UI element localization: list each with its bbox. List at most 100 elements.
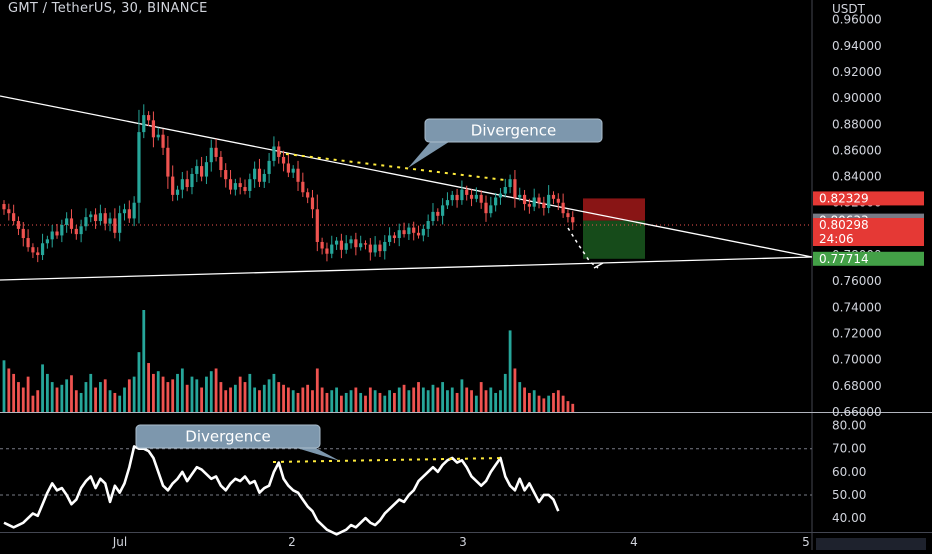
candle-body [378, 244, 382, 252]
volume-bar [152, 373, 155, 412]
candle-body [12, 213, 16, 222]
volume-bar [455, 392, 459, 412]
rsi-tick-label: 50.00 [832, 488, 866, 502]
volume-bar [60, 384, 64, 412]
candle-body [21, 228, 25, 239]
candle-body [359, 243, 363, 248]
volume-bar [156, 371, 160, 412]
price-badge: 0.82329 [813, 191, 924, 206]
candle-body [286, 163, 290, 173]
volume-bar [547, 395, 551, 412]
candle-body [571, 217, 575, 223]
volume-bar [436, 387, 440, 412]
price-tick-label: 0.66000 [832, 405, 882, 419]
callouts[interactable]: Divergence Divergence [135, 118, 603, 461]
price-badge-bg [813, 251, 924, 266]
candle-body [479, 194, 483, 203]
volume-bar [552, 392, 555, 412]
candle-body [2, 204, 6, 210]
rsi-tick-label: 40.00 [832, 511, 866, 525]
candle-body [253, 168, 257, 180]
candle-body [397, 230, 401, 239]
volume-bar [166, 382, 170, 412]
candle-body [204, 162, 209, 177]
volume-bar [460, 379, 464, 412]
volume-bar [108, 390, 112, 412]
volume-bar [397, 387, 401, 412]
candle-body [537, 197, 541, 203]
candle-body [103, 213, 107, 224]
rsi-divergence-line [272, 457, 506, 463]
price-badge-label: 0.82329 [819, 191, 869, 205]
volume-bar [137, 352, 141, 412]
volume-bar [171, 379, 175, 412]
volume-bar [205, 376, 208, 412]
volume-bar [320, 387, 324, 412]
candle-body [55, 231, 59, 236]
candle-body [156, 134, 160, 138]
candle-body [431, 211, 435, 222]
candle-body [339, 240, 343, 250]
candle-body [460, 189, 464, 201]
trade-position-box[interactable] [0, 198, 812, 259]
volume-bar [311, 390, 314, 412]
candles [2, 104, 575, 263]
time-axis[interactable]: Jul 2 3 4 5 [112, 535, 926, 550]
volume-bar [214, 368, 218, 412]
candle-body [238, 183, 242, 188]
candle-body [388, 235, 392, 242]
volume-bar [243, 382, 247, 412]
rsi-panel [0, 445, 812, 536]
projected-path [567, 227, 599, 269]
volume-bar [373, 390, 377, 412]
volume-bar [50, 382, 54, 412]
volume-bar [65, 379, 69, 412]
volume-bar [161, 376, 165, 412]
volume-bar [286, 387, 290, 412]
candle-body [142, 115, 146, 133]
candle-body [320, 241, 324, 249]
volume-bar [330, 390, 334, 412]
volume-bar [566, 401, 570, 412]
volume-bar [185, 384, 189, 412]
trendlines[interactable] [0, 95, 813, 281]
volume-bar [561, 395, 565, 412]
candle-body [257, 168, 262, 182]
volume-bar [94, 387, 97, 412]
volume-bar [74, 390, 78, 412]
candle-body [45, 239, 49, 244]
volume-bar [17, 382, 20, 412]
candle-body [243, 187, 247, 191]
volume-bar [219, 382, 223, 412]
volume-bar [190, 376, 194, 412]
price-tick-label: 0.90000 [832, 91, 882, 105]
volume-bar [103, 379, 107, 412]
candle-body [195, 166, 199, 174]
volume-bar [113, 392, 117, 412]
upper-trendline [0, 95, 813, 258]
candle-body [209, 147, 213, 163]
candle-body [474, 194, 478, 199]
volume-bar [229, 387, 232, 412]
volume-bar [349, 390, 353, 412]
candle-body [65, 218, 69, 225]
candle-body [122, 209, 127, 214]
candle-body [421, 228, 425, 236]
candle-body [219, 156, 223, 171]
candle-body [7, 209, 11, 214]
candle-body [508, 179, 512, 188]
candle-body [354, 239, 358, 248]
volume-bar [176, 373, 179, 412]
candle-body [224, 170, 228, 180]
volume-bar [248, 373, 252, 412]
volume-bar [450, 387, 454, 412]
candle-body [325, 248, 329, 254]
candle-body [151, 120, 156, 138]
price-tick-label: 0.96000 [832, 13, 882, 27]
candle-body [233, 183, 237, 190]
projected-path-arrow [593, 262, 604, 269]
candle-body [368, 244, 372, 253]
